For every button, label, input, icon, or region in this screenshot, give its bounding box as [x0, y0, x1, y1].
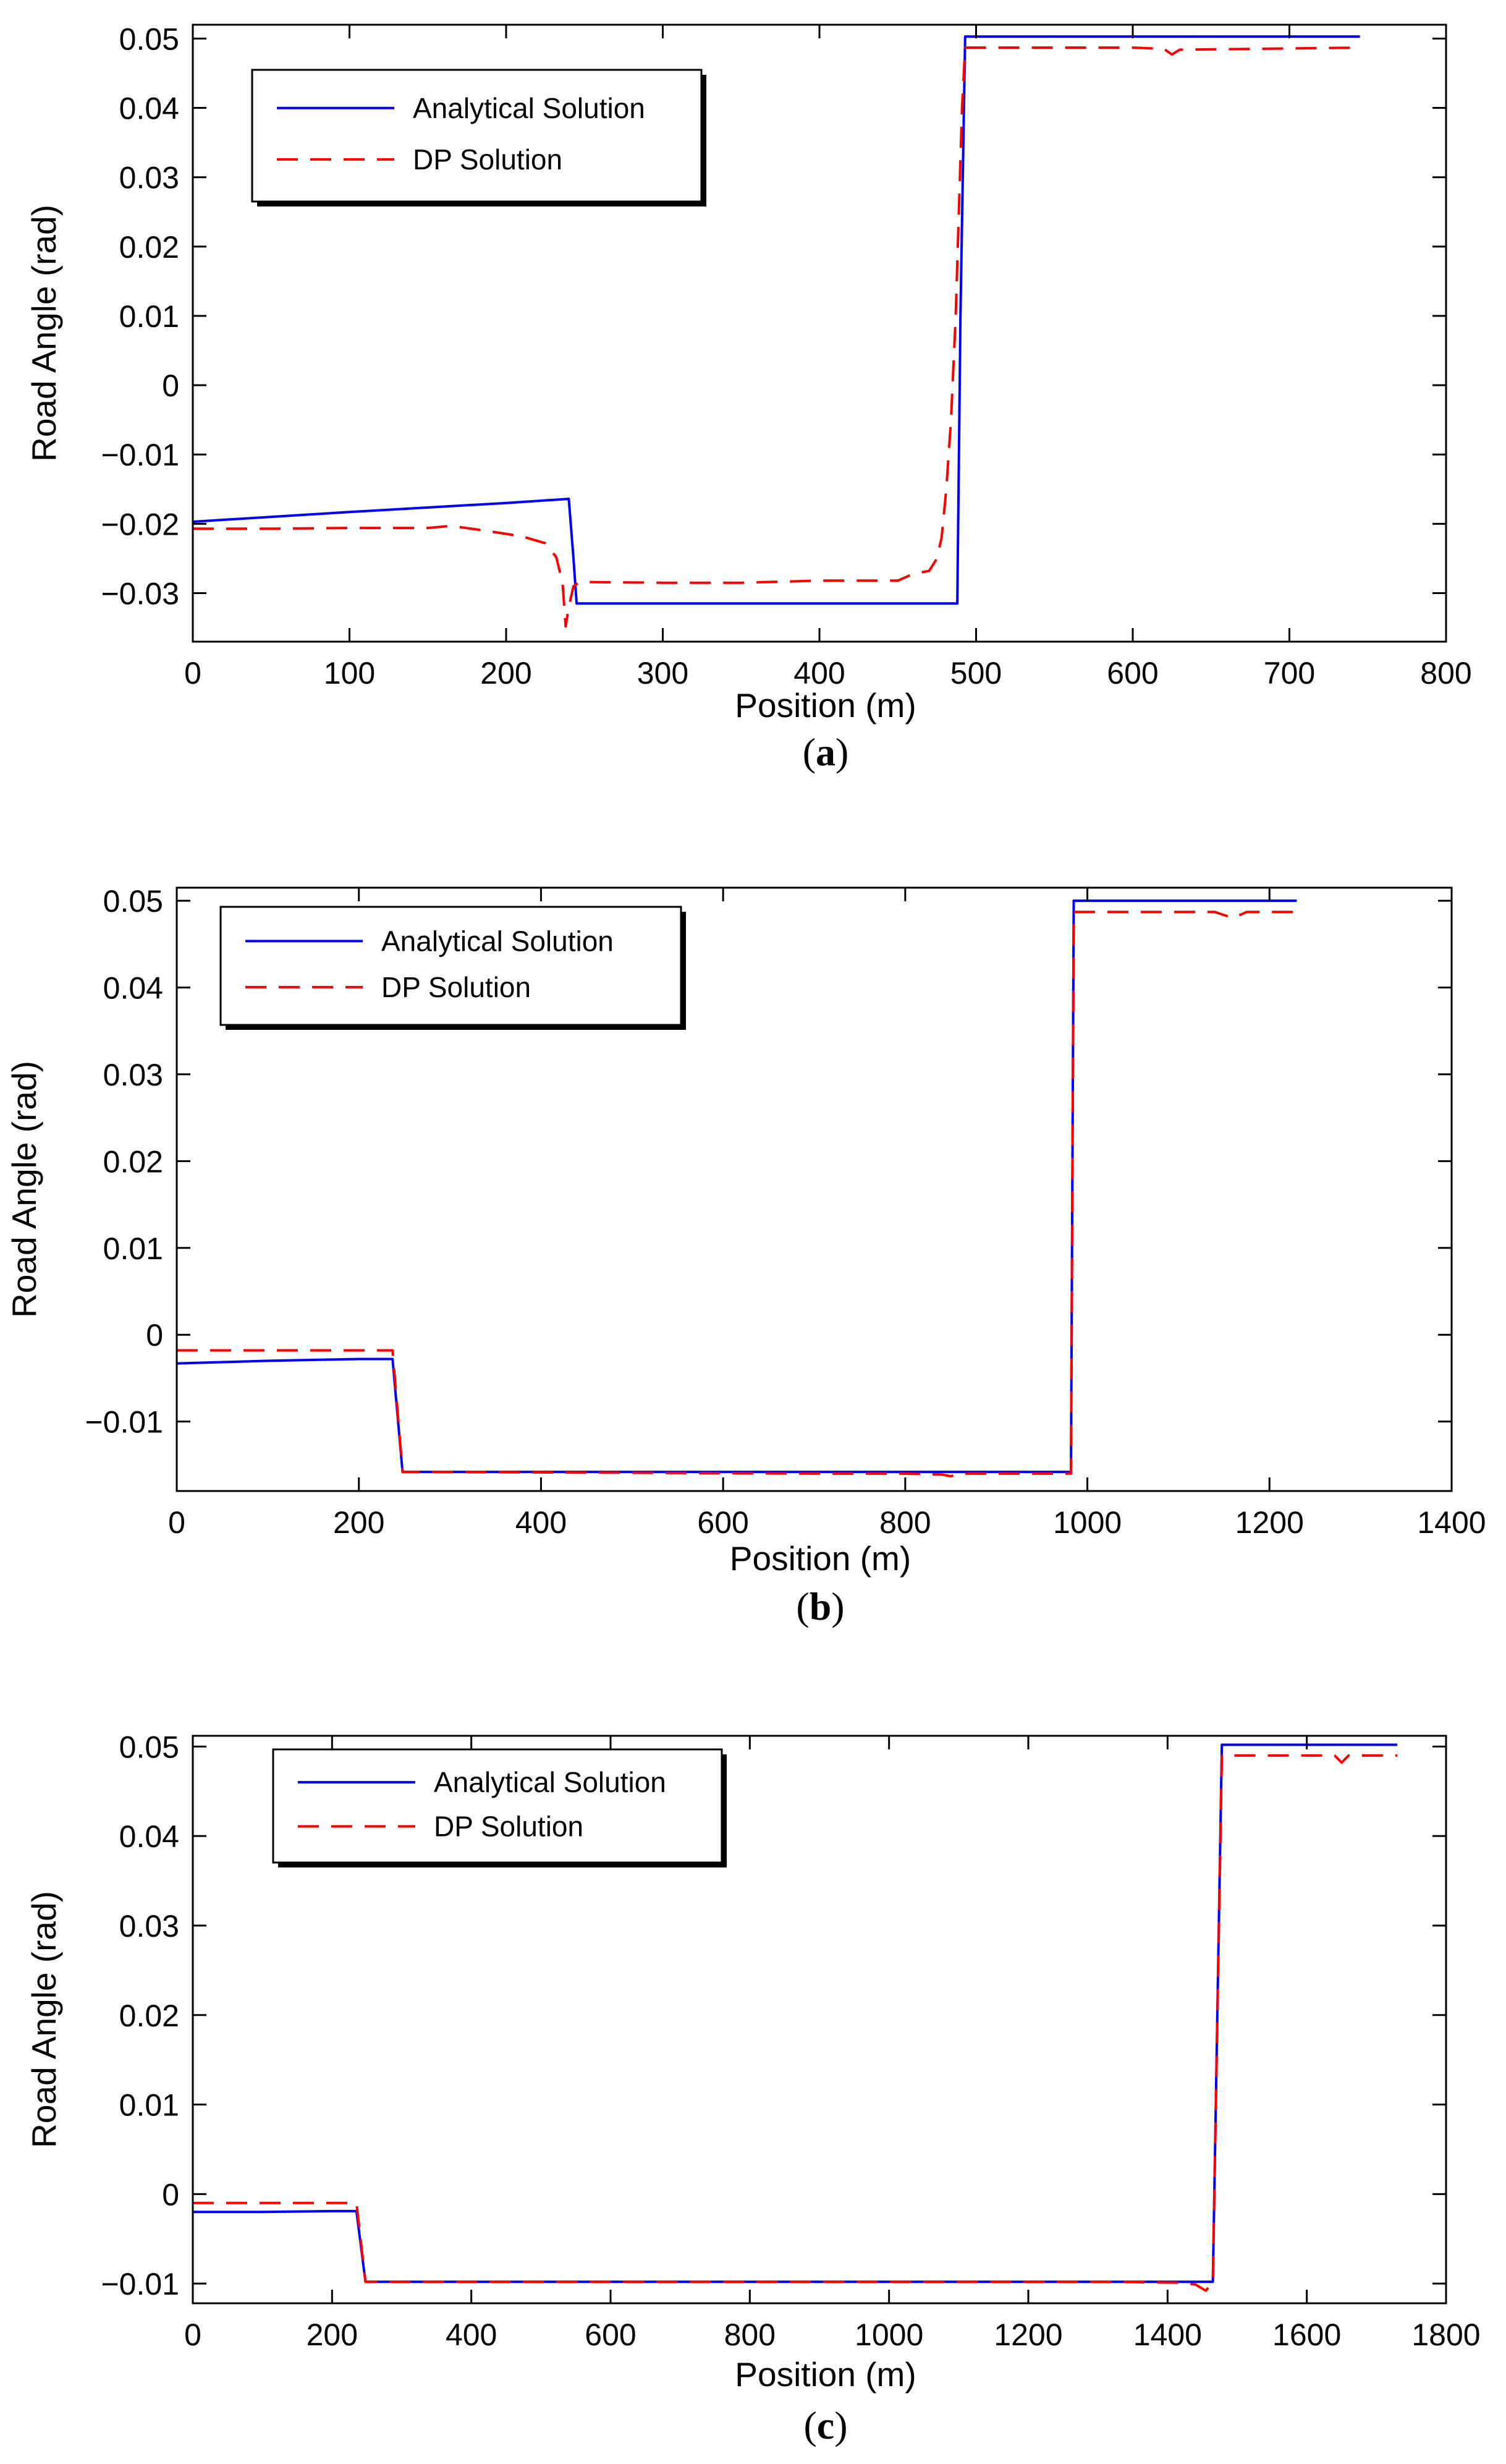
panel-label-close: ): [834, 2403, 847, 2447]
y-tick-label: −0.01: [101, 438, 179, 472]
panel-label-letter: b: [810, 1584, 832, 1628]
x-tick-label: 1200: [1235, 1505, 1304, 1540]
x-tick-label: 1400: [1133, 2317, 1202, 2352]
x-tick-label: 600: [1107, 656, 1158, 690]
panel-label-open: (: [803, 2403, 816, 2447]
x-tick-label: 1000: [855, 2317, 923, 2352]
y-axis-title: Road Angle (rad): [25, 1891, 63, 2148]
y-tick-label: 0: [162, 2177, 179, 2212]
x-tick-label: 0: [184, 2317, 201, 2352]
chart-panel-b: 0 200 400 600 800 1000 1200 1400 −0.01 0 0.01 0.02 0…: [5, 884, 1486, 1628]
panel-label-letter: c: [817, 2403, 834, 2447]
legend: Analytical Solution DP Solution: [251, 69, 706, 206]
y-tick-label: 0.05: [103, 884, 163, 919]
x-tick-label: 400: [515, 1505, 567, 1540]
y-axis-title: Road Angle (rad): [25, 205, 63, 462]
panel-label: (c): [803, 2403, 847, 2447]
panel-label: (a): [803, 730, 849, 774]
chart-panel-c: 0 200 400 600 800 1000 1200 1400 1600 1800−0.0100…: [25, 1730, 1481, 2447]
axes-box: [176, 886, 1453, 1492]
y-tick-label: 0.01: [119, 2088, 179, 2123]
legend: Analytical Solution DP Solution: [272, 1748, 727, 1867]
y-tick-label: 0.01: [119, 299, 179, 334]
panel-label-letter: a: [816, 730, 835, 774]
legend-dp-label: DP Solution: [381, 971, 531, 1003]
y-tick-label: −0.02: [101, 507, 179, 542]
x-tick-label: 700: [1264, 656, 1315, 690]
dp-solution-line: [177, 911, 1297, 1478]
panel-label-open: (: [803, 730, 816, 774]
x-tick-label: 300: [637, 656, 688, 690]
axes-box: [192, 1735, 1447, 2305]
x-tick-label: 1000: [1053, 1505, 1122, 1540]
y-tick-label: 0: [146, 1318, 163, 1353]
x-tick-label: 1600: [1272, 2317, 1341, 2352]
x-tick-label: 500: [950, 656, 1002, 690]
x-tick-label: 0: [184, 656, 201, 690]
y-tick-label: 0.02: [119, 1999, 179, 2033]
legend: Analytical Solution DP Solution: [219, 906, 686, 1030]
x-tick-label: 800: [1420, 656, 1471, 690]
y-tick-label: 0.04: [119, 91, 179, 126]
x-tick-label: 200: [307, 2317, 358, 2352]
y-tick-label: 0.02: [119, 230, 179, 265]
legend-box: [251, 69, 703, 203]
y-tick-label: 0.03: [119, 161, 179, 195]
panel-label: (b): [796, 1584, 844, 1628]
x-tick-label: 800: [879, 1505, 931, 1540]
dp-solution-line: [193, 46, 1360, 628]
legend-analytical-label: Analytical Solution: [381, 925, 614, 957]
chart-panel-a: 0 100 200 300 400 500 600 700 800 −0.03 −0.02 −0.01…: [25, 22, 1472, 774]
dp-solution-line: [193, 1754, 1398, 2292]
analytical-solution-line: [193, 35, 1360, 605]
y-tick-label: 0.05: [119, 1730, 179, 1764]
panel-label-open: (: [796, 1584, 809, 1628]
y-tick-label: 0.04: [119, 1819, 179, 1854]
y-tick-label: −0.01: [101, 2267, 179, 2301]
panel-label-close: ): [835, 730, 848, 774]
x-tick-label: 600: [585, 2317, 636, 2352]
legend-analytical-label: Analytical Solution: [434, 1766, 666, 1798]
y-tick-label: 0.03: [119, 1909, 179, 1944]
y-tick-label: 0.04: [103, 971, 163, 1005]
legend-box: [219, 906, 682, 1026]
legend-analytical-label: Analytical Solution: [413, 92, 645, 124]
x-tick-label: 1400: [1417, 1505, 1486, 1540]
legend-dp-label: DP Solution: [434, 1810, 583, 1842]
x-tick-label: 1800: [1411, 2317, 1480, 2352]
y-tick-label: −0.03: [101, 577, 179, 611]
x-axis-title: Position (m): [735, 2355, 916, 2394]
x-tick-label: 200: [480, 656, 531, 690]
x-tick-label: 0: [168, 1505, 185, 1540]
legend-dp-label: DP Solution: [413, 143, 562, 176]
x-tick-label: 1200: [994, 2317, 1062, 2352]
y-tick-label: 0.05: [119, 22, 179, 56]
y-tick-label: 0.01: [103, 1231, 163, 1266]
y-tick-label: 0.03: [103, 1058, 163, 1092]
x-tick-label: 400: [793, 656, 845, 690]
legend-box: [272, 1748, 723, 1864]
x-tick-label: 800: [724, 2317, 776, 2352]
y-tick-label: 0: [162, 368, 179, 403]
y-tick-label: −0.01: [85, 1405, 163, 1440]
x-tick-label: 600: [697, 1505, 748, 1540]
y-tick-label: 0.02: [103, 1144, 163, 1179]
x-tick-label: 400: [446, 2317, 497, 2352]
x-axis-title: Position (m): [735, 686, 916, 724]
x-tick-label: 200: [333, 1505, 384, 1540]
y-axis-title: Road Angle (rad): [5, 1061, 43, 1318]
panel-label-close: ): [831, 1584, 844, 1628]
x-axis-title: Position (m): [730, 1539, 911, 1578]
x-tick-label: 100: [324, 656, 375, 690]
